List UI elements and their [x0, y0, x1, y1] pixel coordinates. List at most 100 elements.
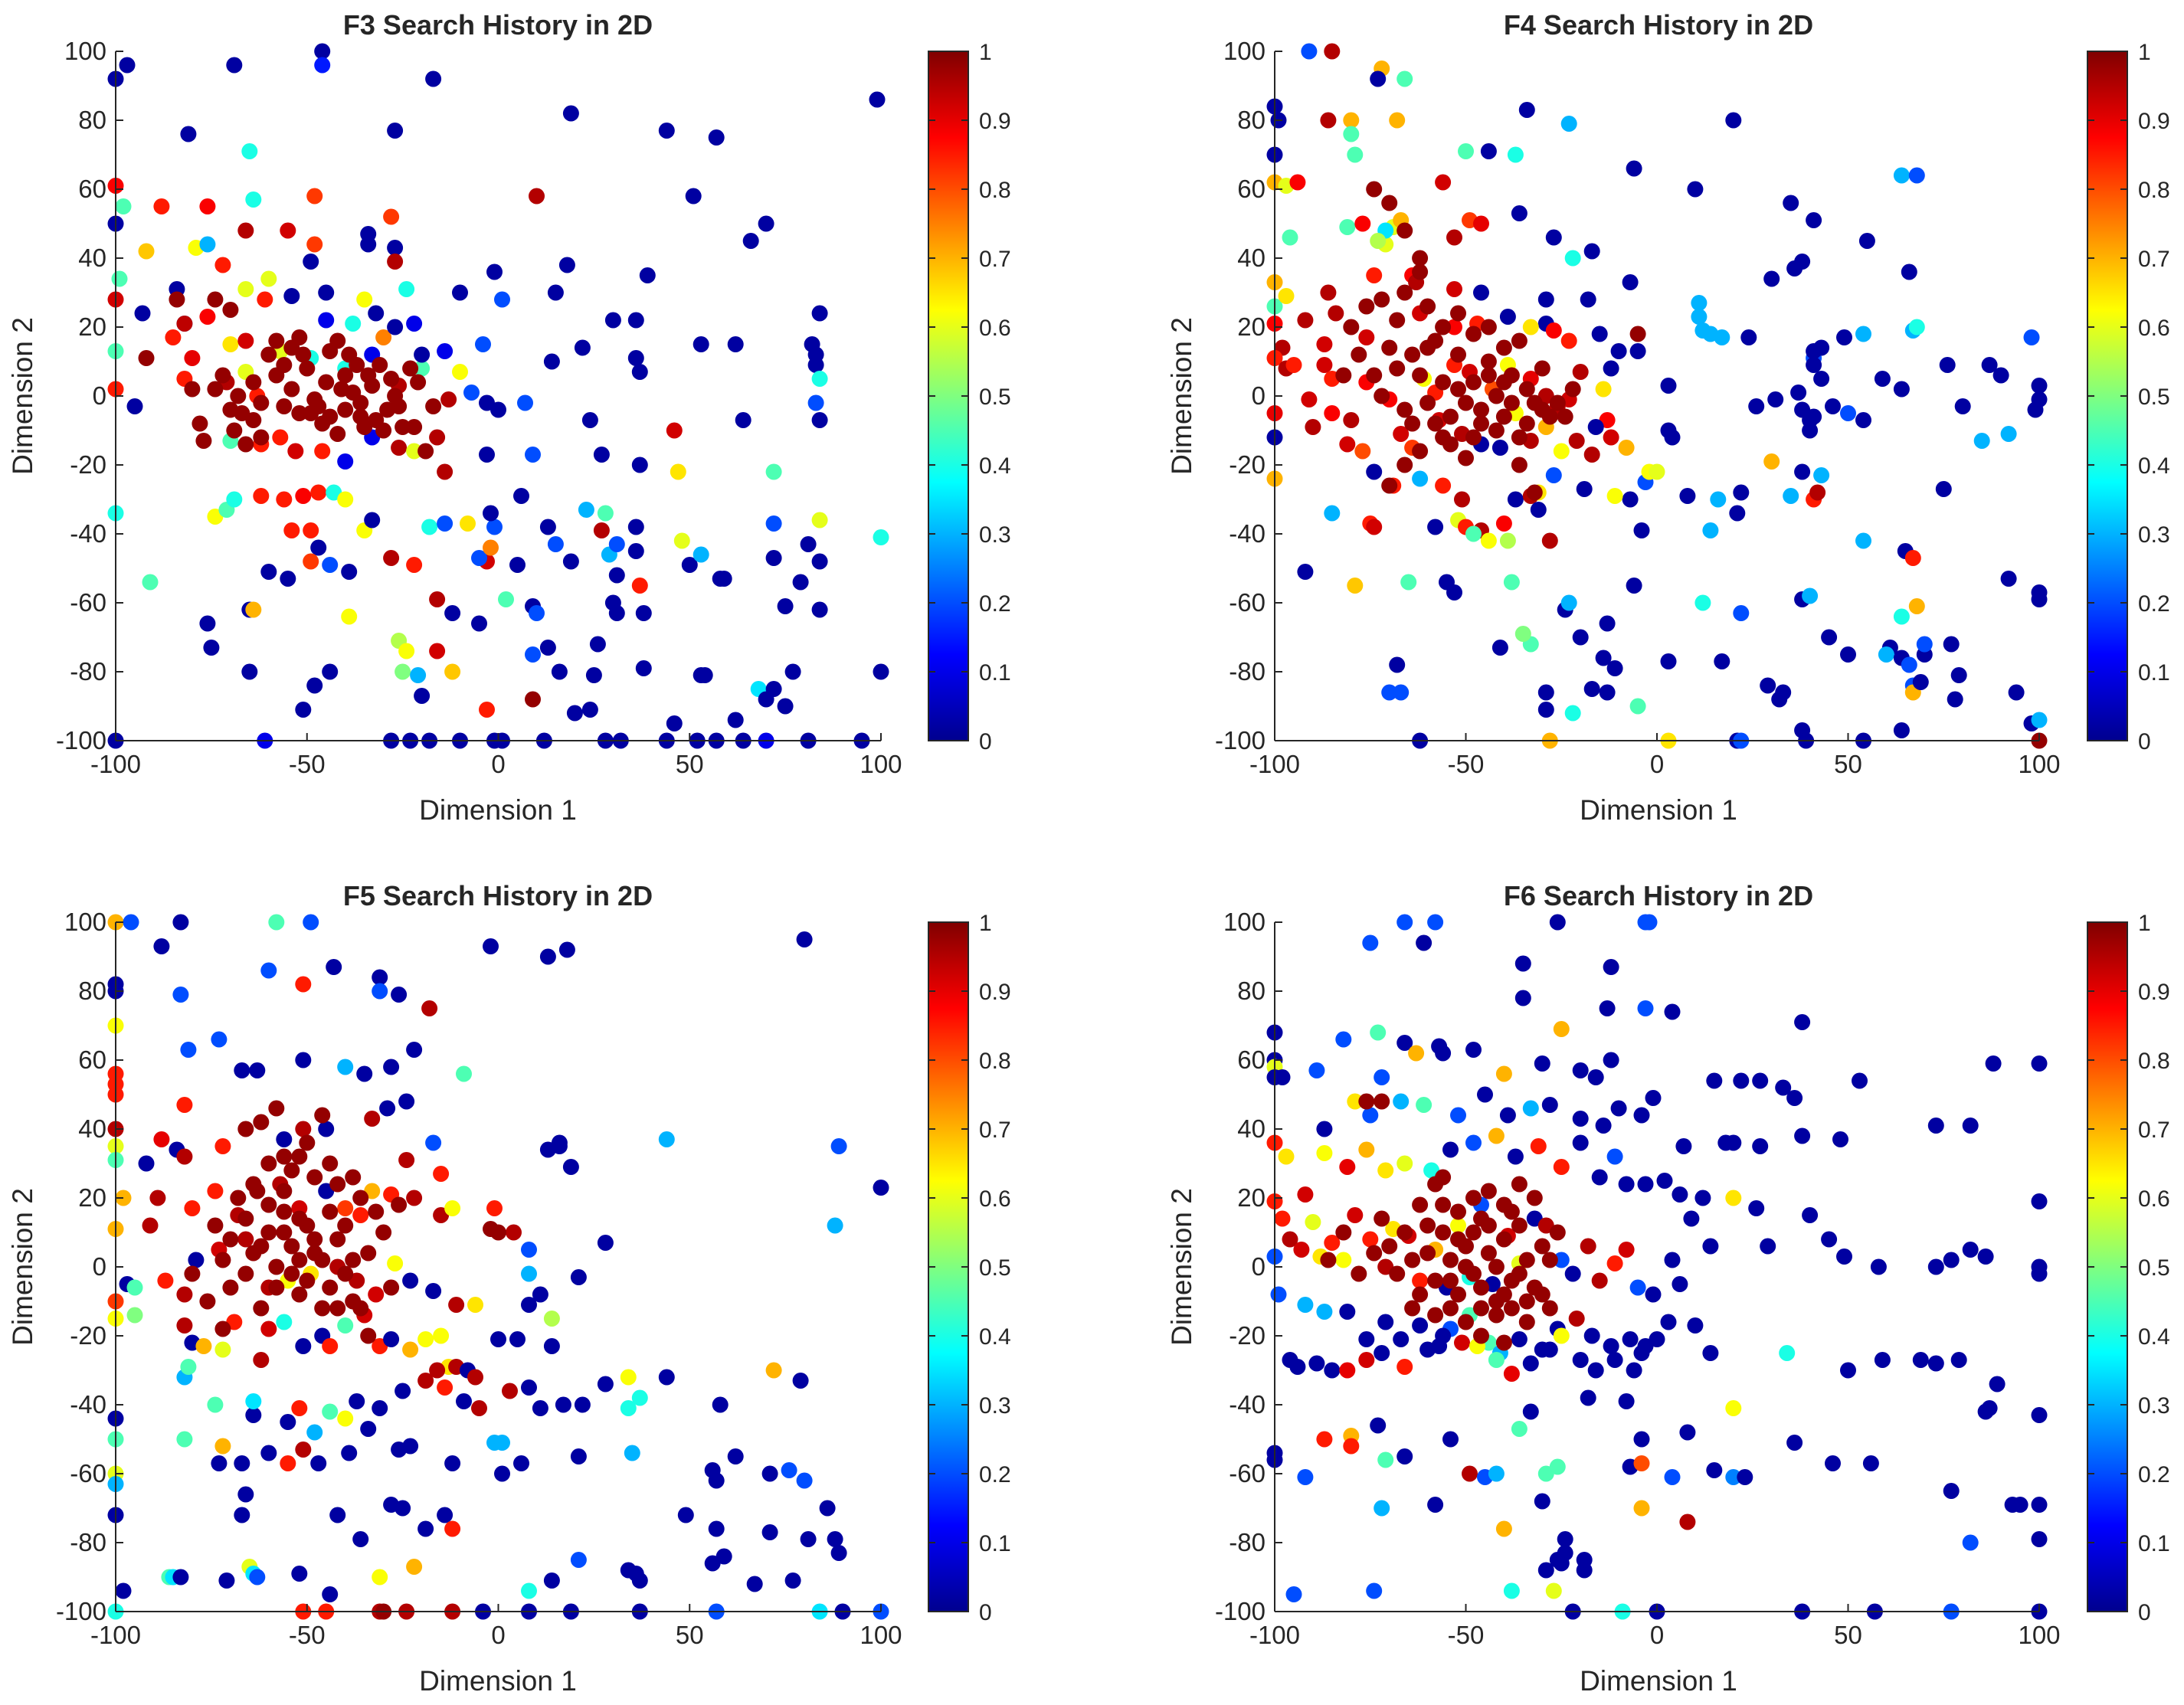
scatter-point: [1541, 532, 1558, 549]
colorbar-tick-label: 0.2: [979, 591, 1011, 617]
scatter-point: [429, 591, 446, 607]
scatter-point: [631, 1389, 648, 1406]
scatter-point: [444, 1200, 461, 1216]
scatter-point: [796, 1472, 813, 1489]
scatter-point: [234, 1455, 250, 1471]
x-tick-label: -100: [90, 1621, 141, 1649]
scatter-point: [318, 284, 335, 301]
scatter-point: [402, 1272, 419, 1289]
colorbar-tick-label: 0.5: [979, 1255, 1011, 1281]
scatter-point: [551, 1138, 568, 1154]
chart-title: F5 Search History in 2D: [343, 880, 653, 911]
scatter-point: [1285, 357, 1302, 373]
scatter-point: [341, 1445, 358, 1461]
scatter-point: [283, 288, 300, 304]
scatter-point: [1511, 457, 1527, 473]
scatter-point: [1343, 319, 1360, 335]
scatter-point: [303, 553, 319, 570]
scatter-point: [1836, 329, 1852, 345]
scatter-point: [352, 1207, 369, 1223]
scatter-point: [260, 346, 277, 363]
scatter-point: [1725, 1190, 1742, 1206]
scatter-point: [115, 198, 132, 214]
scatter-point: [234, 1507, 250, 1523]
scatter-point: [1354, 443, 1371, 460]
scatter-point: [383, 1331, 400, 1347]
scatter-point: [1274, 1210, 1291, 1227]
scatter-point: [1289, 1359, 1306, 1375]
scatter-point: [547, 536, 564, 552]
scatter-point: [237, 1486, 254, 1503]
scatter-point: [1435, 1196, 1452, 1213]
scatter-point: [1813, 371, 1830, 387]
x-tick-label: 0: [1650, 1621, 1664, 1649]
scatter-point: [433, 1166, 450, 1182]
scatter-point: [1530, 502, 1547, 518]
scatter-point: [1821, 629, 1838, 646]
scatter-point: [593, 447, 610, 463]
scatter-point: [1374, 291, 1390, 308]
scatter-point: [1374, 1500, 1390, 1517]
scatter-point: [314, 57, 331, 74]
scatter-point: [1775, 684, 1792, 701]
scatter-point: [253, 1300, 270, 1317]
scatter-point: [811, 553, 828, 570]
scatter-point: [1397, 1035, 1413, 1051]
scatter-point: [337, 1410, 354, 1427]
scatter-point: [1465, 1042, 1482, 1058]
scatter-point: [1587, 419, 1604, 435]
scatter-point: [631, 457, 648, 473]
scatter-point: [280, 222, 296, 239]
scatter-point: [1633, 522, 1650, 538]
y-tick-label: 20: [1237, 1183, 1266, 1212]
scatter-point: [387, 254, 404, 270]
scatter-point: [249, 1062, 266, 1078]
scatter-point: [352, 1531, 369, 1547]
scatter-point: [1656, 1173, 1673, 1189]
scatter-point: [395, 1500, 411, 1517]
x-tick-label: -100: [90, 750, 141, 778]
scatter-point: [1618, 1176, 1635, 1193]
scatter-point: [1450, 1107, 1466, 1124]
scatter-point: [727, 336, 744, 352]
scatter-point: [230, 1190, 247, 1206]
scatter-point: [1664, 1469, 1681, 1485]
scatter-point: [387, 123, 404, 139]
scatter-point: [1725, 112, 1742, 129]
scatter-point: [670, 463, 686, 480]
scatter-point: [1412, 263, 1429, 280]
scatter-point: [1347, 146, 1364, 163]
scatter-point: [708, 1472, 725, 1489]
scatter-point: [398, 1093, 415, 1110]
scatter-point: [291, 1148, 308, 1165]
scatter-point: [1491, 640, 1508, 656]
scatter-point: [624, 1445, 640, 1461]
colorbar-tick-label: 0.8: [2138, 1049, 2170, 1074]
scatter-point: [1862, 1455, 1879, 1471]
scatter-point: [1370, 70, 1387, 87]
scatter-point: [1893, 381, 1910, 398]
scatter-point: [1675, 1138, 1692, 1154]
scatter-point: [157, 1272, 174, 1289]
scatter-point: [1939, 357, 1956, 373]
scatter-point: [1381, 1238, 1398, 1255]
scatter-point: [207, 1183, 224, 1199]
scatter-point: [1454, 1334, 1470, 1351]
y-tick-label: -60: [70, 588, 106, 617]
scatter-point: [1541, 1097, 1558, 1113]
scatter-point: [1572, 1134, 1589, 1151]
scatter-point: [1320, 284, 1337, 301]
scatter-point: [1809, 484, 1826, 501]
scatter-point: [1285, 1586, 1302, 1602]
scatter-point: [153, 198, 170, 214]
scatter-point: [521, 1297, 537, 1313]
scatter-point: [479, 447, 495, 463]
scatter-point: [395, 663, 411, 680]
scatter-point: [521, 1242, 537, 1258]
scatter-point: [149, 1190, 166, 1206]
scatter-point: [1370, 233, 1387, 249]
scatter-point: [295, 702, 312, 718]
scatter-point: [253, 1238, 270, 1255]
scatter-point: [1794, 254, 1811, 270]
scatter-point: [1599, 615, 1616, 632]
